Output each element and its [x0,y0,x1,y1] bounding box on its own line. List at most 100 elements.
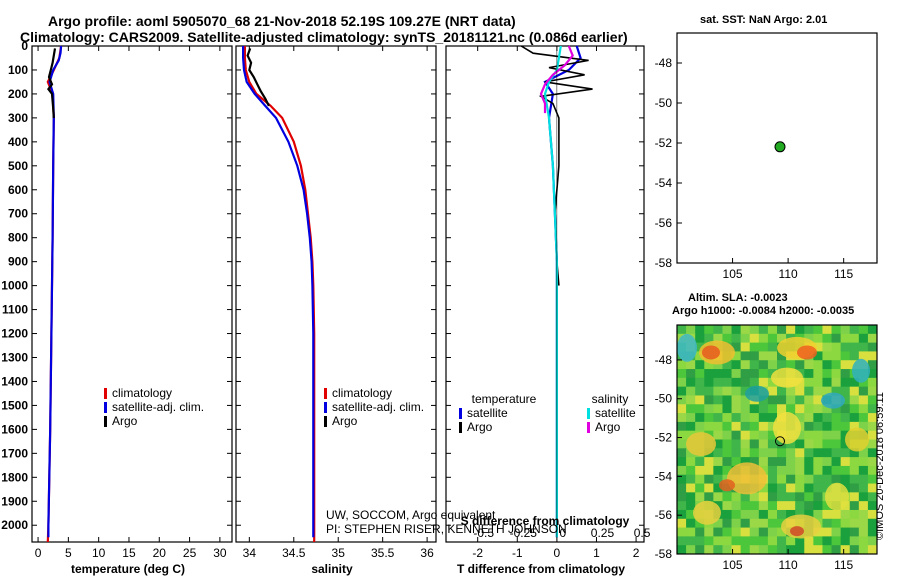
sla_map-cell [777,527,787,537]
depth-tick-label: 1200 [1,327,28,341]
sla_map-cell [686,325,696,335]
sla_map-cell [831,439,842,449]
sla_map-cell [686,377,696,388]
sla_map-cell [740,325,751,335]
sla_map-cell [813,492,823,502]
sla_map-cell [831,325,842,335]
sla_map-cell [849,421,860,432]
sla_map-cell [695,483,705,493]
sla_map-cell [813,333,823,344]
sla_map-cell [786,483,796,493]
sla_map-cell [713,404,723,414]
sla_map-cell [677,325,687,335]
sla_map-cell [686,386,696,396]
sla_map-cell [749,325,760,335]
sla_map-cell [686,413,696,423]
sla_map-cell [704,360,714,370]
sla_map-cell [686,501,696,511]
sla_map-cell [704,457,714,467]
sla_map-cell [804,360,814,370]
sla_map-cell [831,465,842,476]
sla_map-cell [804,483,814,493]
sst_map-ytick-label: -52 [655,136,673,150]
temperature-legend-swatch [104,416,107,427]
sla_map-cell [840,351,851,361]
sla_map-cell [840,527,851,537]
sla_map-cell [822,545,833,555]
sla_map-cell [704,369,714,379]
sla_map-cell [822,518,833,529]
sla_map-cell [840,465,851,476]
sla_map-cell [731,360,742,370]
sla_map-cell [677,421,687,432]
sla_map-cell [858,501,869,511]
sla_map-cell [786,325,796,335]
sla_map-cell [804,492,814,502]
sla_map-cell [758,509,769,520]
sla_map-cell [767,457,778,467]
sla_map-cell [749,492,760,502]
sla_map-xtick-label: 115 [834,558,853,572]
sla_map-cell [849,545,860,555]
sst_map-ytick-label: -50 [655,96,673,110]
sla_map-cell [767,501,778,511]
sla_map-cell [740,395,751,405]
sla_map-cell [786,474,796,485]
sla_map-cell [713,474,723,485]
sst_map-ytick-label: -54 [655,176,673,190]
sla_map-cell [686,457,696,467]
sla_map-cell [713,325,723,335]
sla_map-cell [858,545,869,555]
sla_map-cell [813,395,823,405]
sla_map-cell [795,474,805,485]
sla_map-cell [686,395,696,405]
sla_map-cell [822,404,833,414]
sla_map-cell [849,474,860,485]
sla_map-cell [731,333,742,344]
sla_map-cell [767,342,778,352]
sla_map-cell [722,421,733,432]
sla_map-cell [840,448,851,458]
sla_map-anomaly-blob [821,392,845,409]
sla_map-anomaly-blob [686,432,716,457]
temperature-xtick-label: 5 [65,546,72,560]
sla_map-cell [867,360,878,370]
sla_map-cell [677,527,687,537]
sla_map-cell [813,457,823,467]
sla_map-cell [849,527,860,537]
sla_map-anomaly-blob [825,482,849,511]
depth-tick-label: 1300 [1,350,28,364]
sla_map-cell [686,421,696,432]
depth-tick-label: 0 [21,39,28,53]
sla_map-cell [758,501,769,511]
sla_map-cell [758,325,769,335]
sla_map-cell [777,545,787,555]
difference-series-salinity-argo [539,45,574,114]
sla_map-cell [713,360,723,370]
sla_map-cell [849,342,860,352]
sla_map-cell [867,369,878,379]
sla_map-cell [713,448,723,458]
sla_map-cell [795,404,805,414]
sla_map-cell [858,457,869,467]
sla_map-cell [786,509,796,520]
sla_map-ytick-label: -50 [655,392,673,406]
sla_map-cell [713,457,723,467]
temperature-xtick-label: 15 [122,546,136,560]
sla_map-cell [704,386,714,396]
sla_map-cell [686,483,696,493]
difference-xlabel-top: S difference from climatology [461,514,630,528]
sla_map-cell [858,351,869,361]
difference-legend-right-swatch [587,408,590,419]
temperature-legend-label: climatology [112,386,172,400]
sla_map-cell [795,360,805,370]
sla_map-cell [849,492,860,502]
sla_map-cell [713,492,723,502]
sla_map-cell [740,421,751,432]
sla_map-cell [758,527,769,537]
salinity-xtick-label: 36 [420,546,434,560]
sla_map-cell [695,386,705,396]
sla_map-cell [677,430,687,440]
sla_map-cell [813,483,823,493]
difference-xtick-label: -2 [472,546,483,560]
